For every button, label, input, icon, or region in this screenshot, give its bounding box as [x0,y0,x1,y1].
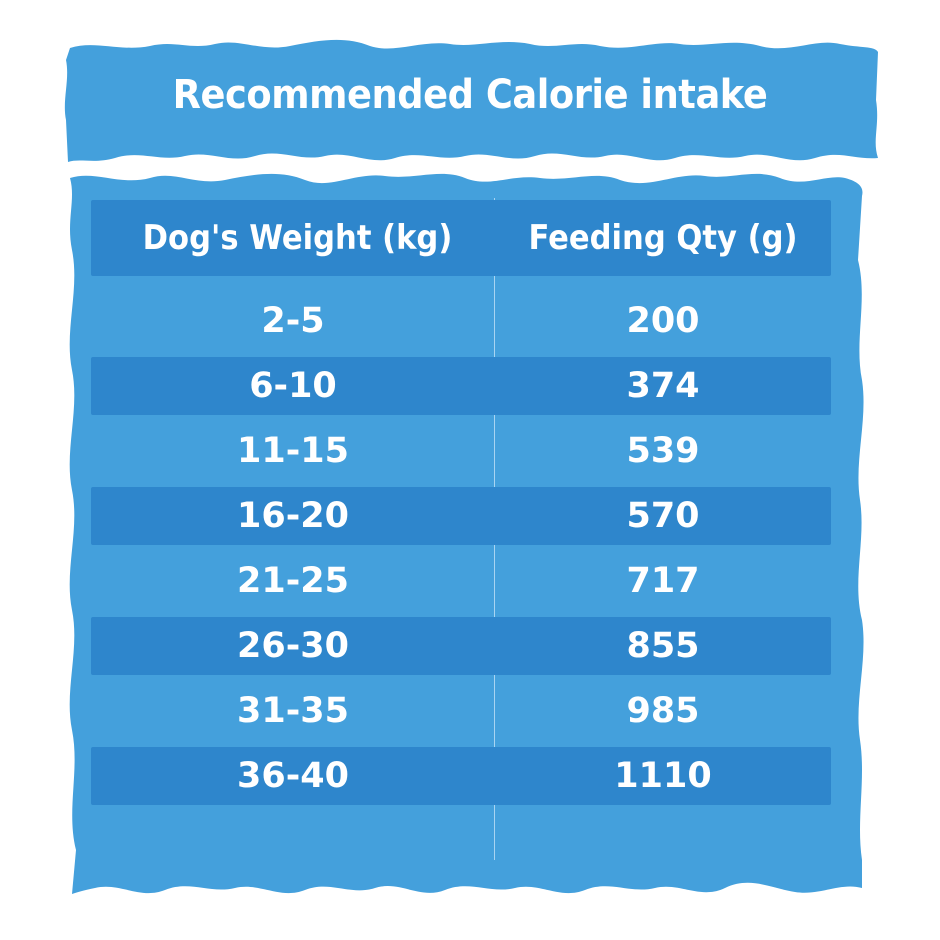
table-row: 16-20 570 [91,487,831,545]
qty-cell: 985 [626,691,700,731]
weight-cell: 6-10 [249,366,337,406]
calorie-table: Dog's Weight (kg) Feeding Qty (g) 2-5 20… [91,200,831,812]
qty-cell: 855 [626,626,700,666]
qty-cell: 1110 [614,756,712,796]
weight-cell: 2-5 [261,301,325,341]
table-row: 11-15 539 [91,422,831,480]
qty-cell: 374 [626,366,700,406]
qty-cell: 200 [626,301,700,341]
table-row: 31-35 985 [91,682,831,740]
qty-cell: 570 [626,496,700,536]
qty-cell: 539 [626,431,700,471]
header-weight: Dog's Weight (kg) [142,218,453,258]
qty-cell: 717 [626,561,700,601]
table-row: 26-30 855 [91,617,831,675]
table-row: 21-25 717 [91,552,831,610]
weight-cell: 31-35 [237,691,349,731]
weight-cell: 36-40 [237,756,349,796]
weight-cell: 16-20 [237,496,349,536]
weight-cell: 21-25 [237,561,349,601]
weight-cell: 11-15 [237,431,349,471]
table-row: 36-40 1110 [91,747,831,805]
table-row: 2-5 200 [91,292,831,350]
page-title: Recommended Calorie intake [172,72,768,118]
header-feeding-qty: Feeding Qty (g) [528,218,798,258]
table-row: 6-10 374 [91,357,831,415]
title-banner-shape [64,39,879,162]
table-header-row: Dog's Weight (kg) Feeding Qty (g) [91,200,831,276]
weight-cell: 26-30 [237,626,349,666]
